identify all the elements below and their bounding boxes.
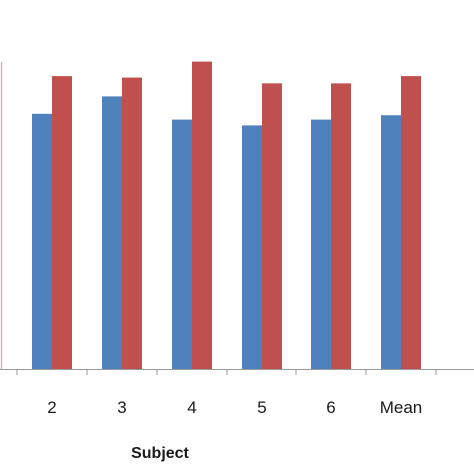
bar-series-1-3 [102,96,122,370]
bar-series-2-2 [52,76,72,369]
x-axis-ticks [16,369,437,375]
x-tick-label: 6 [326,398,335,417]
x-axis-title: Subject [131,445,189,462]
x-tick-label: Mean [380,398,423,417]
bar-series-2-5 [262,83,282,369]
x-tick-label: 5 [257,398,266,417]
bar-series-1-6 [311,119,331,369]
bar-series-2-6 [331,83,351,369]
bar-series-1-5 [242,125,262,370]
bar-series-2-3 [122,77,142,370]
x-tick-label: 3 [117,398,126,417]
bar-series-1-mean [381,115,401,369]
bars-group [32,61,421,370]
x-tick-label: 2 [47,398,56,417]
bar-series-1-4 [172,119,192,369]
x-tick-label: 4 [187,398,196,417]
bar-series-1-2 [32,113,52,369]
bar-series-2-4 [192,61,212,369]
bar-series-2-mean [401,76,421,369]
x-tick-labels: 2 3 4 5 6 Mean [47,398,422,417]
